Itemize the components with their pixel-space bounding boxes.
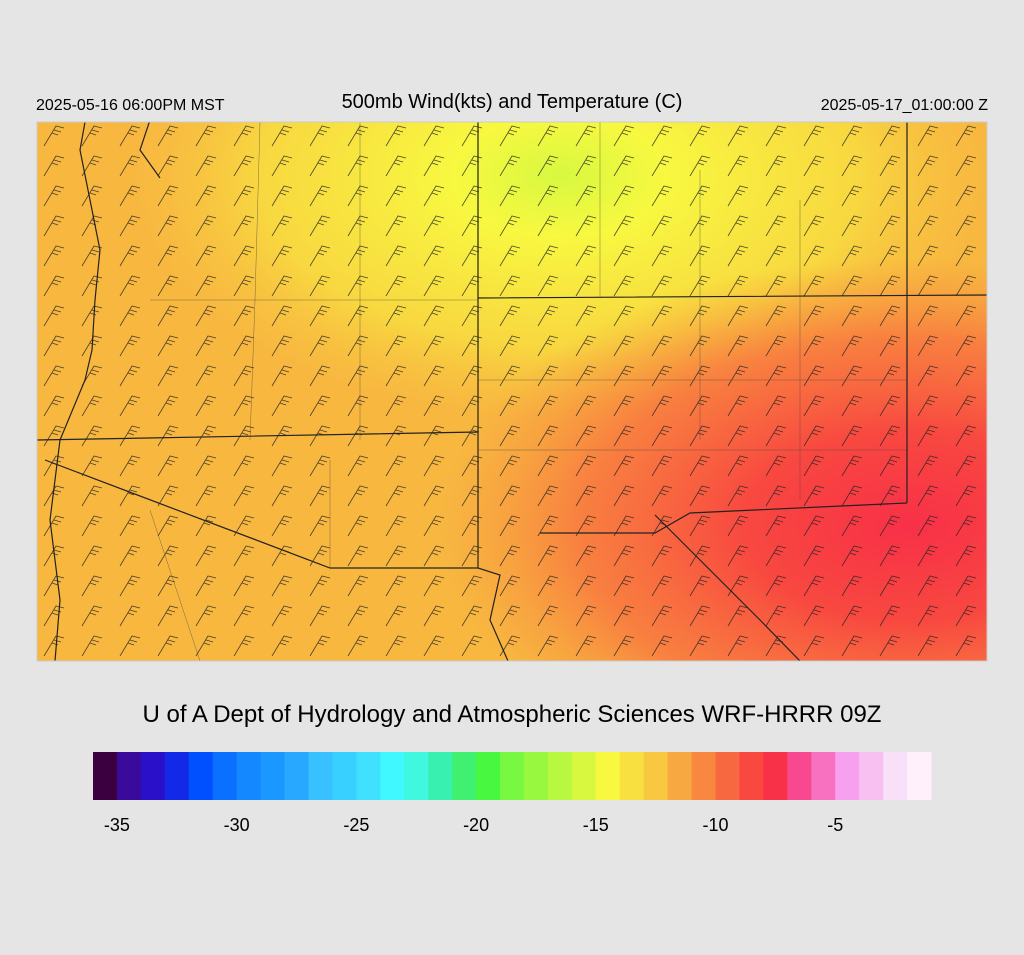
- map: [37, 122, 987, 661]
- colorbar-swatch: [691, 752, 717, 800]
- wind-barbs: [37, 122, 987, 661]
- colorbar-tick-label: -15: [583, 815, 609, 835]
- colorbar-swatch: [236, 752, 262, 800]
- colorbar-swatch: [404, 752, 429, 800]
- colorbar-tick-label: -5: [827, 815, 843, 835]
- colorbar-swatch: [164, 752, 190, 800]
- colorbar-swatch: [811, 752, 836, 800]
- valid-time-utc: 2025-05-17_01:00:00 Z: [821, 97, 988, 114]
- colorbar-swatch: [835, 752, 860, 800]
- map-frame: [36, 121, 988, 662]
- colorbar-swatch: [380, 752, 405, 800]
- colorbar-swatch: [643, 752, 669, 800]
- state-borders: [37, 122, 987, 661]
- colorbar-swatch: [739, 752, 764, 800]
- colorbar-swatch: [715, 752, 740, 800]
- colorbar-tick-label: -25: [343, 815, 369, 835]
- colorbar-swatch: [476, 752, 501, 800]
- colorbar-swatch: [595, 752, 621, 800]
- colorbar-swatch: [260, 752, 286, 800]
- colorbar-swatch: [619, 752, 645, 800]
- colorbar-swatch: [571, 752, 597, 800]
- colorbar-swatch: [907, 752, 932, 800]
- colorbar: -35 -30 -25 -20 -15 -10 -5: [93, 752, 932, 835]
- colorbar-swatch: [93, 752, 118, 800]
- colorbar-swatch: [859, 752, 884, 800]
- county-lines: [149, 122, 907, 661]
- colorbar-swatch: [452, 752, 477, 800]
- colorbar-swatch: [500, 752, 525, 800]
- map-title: 500mb Wind(kts) and Temperature (C): [342, 91, 683, 113]
- colorbar-swatch: [332, 752, 357, 800]
- colorbar-swatch: [523, 752, 549, 800]
- credit: U of A Dept of Hydrology and Atmospheric…: [143, 701, 882, 728]
- colorbar-tick-label: -10: [703, 815, 729, 835]
- colorbar-swatch: [356, 752, 381, 800]
- colorbar-swatch: [428, 752, 453, 800]
- colorbar-swatch: [116, 752, 142, 800]
- colorbar-tick-label: -30: [224, 815, 250, 835]
- colorbar-swatch: [212, 752, 238, 800]
- colorbar-swatch: [763, 752, 788, 800]
- colorbar-tick-label: -35: [104, 815, 130, 835]
- colorbar-swatch: [547, 752, 573, 800]
- colorbar-swatch: [308, 752, 333, 800]
- colorbar-swatch: [284, 752, 309, 800]
- colorbar-tick-label: -20: [463, 815, 489, 835]
- colorbar-swatch: [188, 752, 214, 800]
- valid-time-local: 2025-05-16 06:00PM MST: [36, 97, 225, 114]
- colorbar-swatch: [667, 752, 693, 800]
- colorbar-swatch: [883, 752, 908, 800]
- colorbar-swatch: [787, 752, 812, 800]
- colorbar-swatch: [140, 752, 166, 800]
